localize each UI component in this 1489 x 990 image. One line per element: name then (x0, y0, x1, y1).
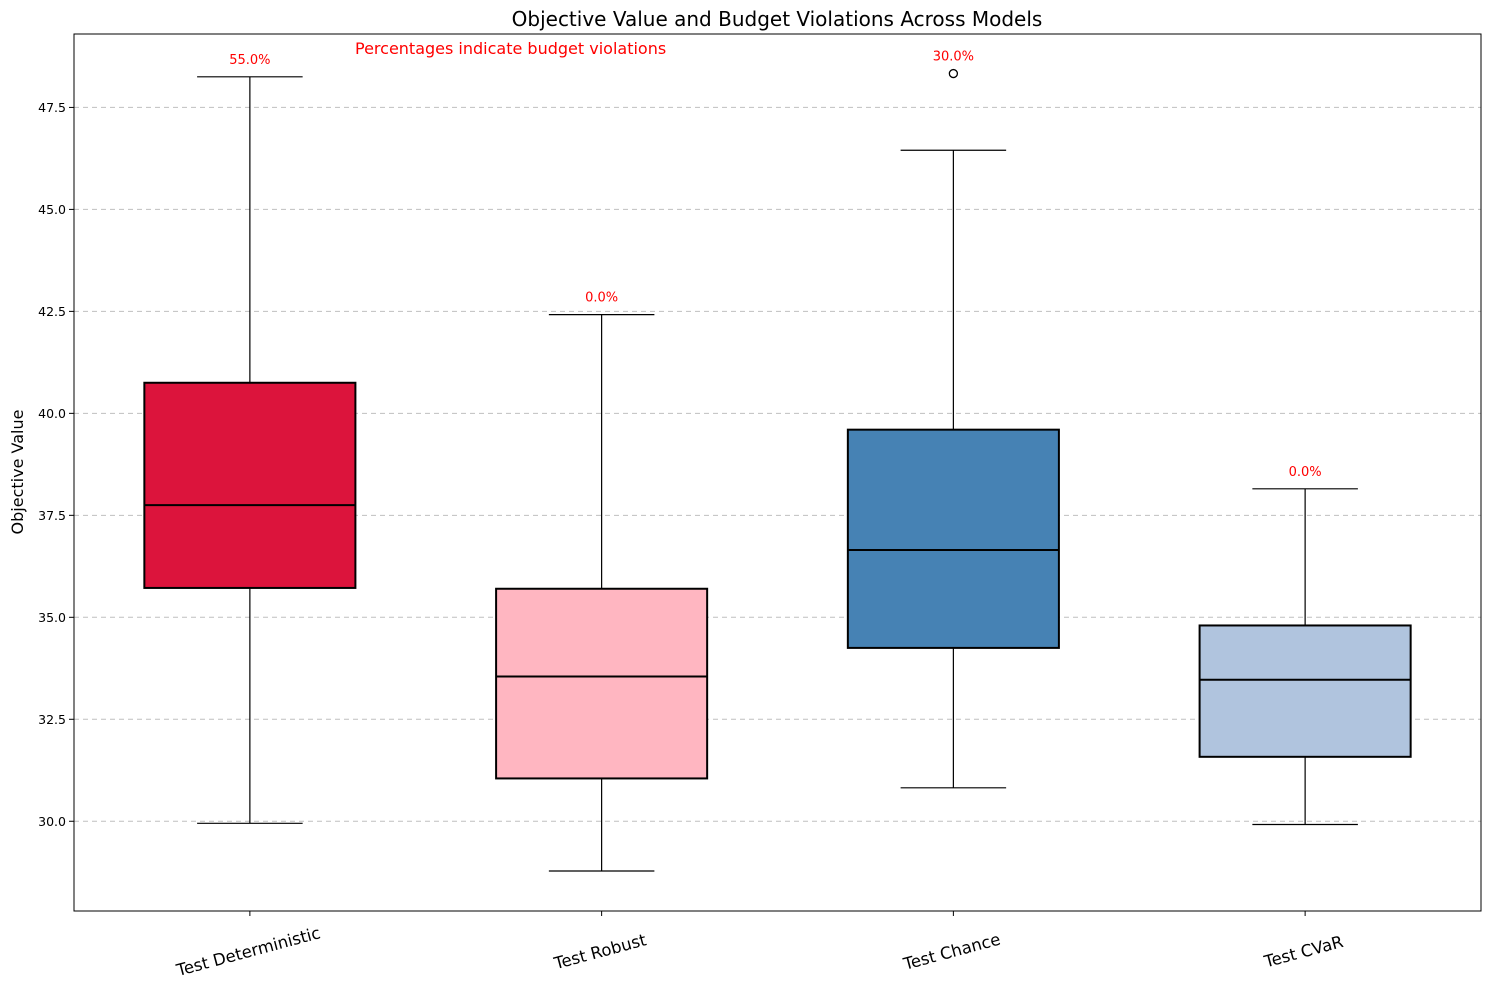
y-tick-label: 42.5 (38, 304, 66, 319)
x-tick-label: Test Chance (900, 930, 1002, 974)
x-tick-label: Test CVaR (1261, 932, 1345, 972)
y-tick-label: 45.0 (38, 202, 66, 217)
plot-frame (73, 33, 1482, 912)
y-tick-label: 35.0 (38, 610, 66, 625)
chart-title: Objective Value and Budget Violations Ac… (512, 7, 1043, 31)
y-tick-label: 37.5 (38, 508, 66, 523)
boxes-layer: 55.0% 0.0% 30.0% 0.0% (143, 50, 1412, 872)
y-tick-label: 40.0 (38, 406, 66, 421)
violation-label: 0.0% (585, 291, 618, 306)
box-iqr (143, 381, 357, 589)
x-tick-label: Test Deterministic (173, 923, 322, 980)
y-axis-label: Objective Value (8, 410, 27, 535)
violation-label: 0.0% (1289, 465, 1322, 480)
y-tick-label: 32.5 (38, 712, 66, 727)
box-iqr (1198, 624, 1412, 758)
violation-label: 30.0% (933, 50, 974, 65)
outlier-point (948, 68, 959, 79)
box-iqr (495, 587, 709, 780)
budget-violation-note: Percentages indicate budget violations (355, 39, 666, 58)
box-iqr (846, 428, 1060, 649)
violation-label: 55.0% (229, 53, 270, 68)
y-tick-label: 30.0 (38, 814, 66, 829)
y-tick-label: 47.5 (38, 100, 66, 115)
x-tick-label: Test Robust (551, 930, 649, 973)
